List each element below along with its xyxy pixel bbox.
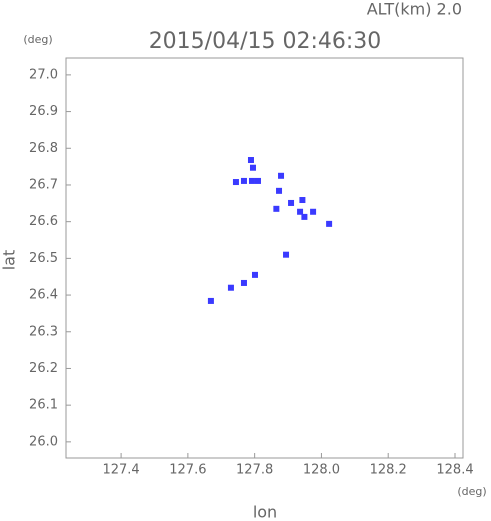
y-tick-label: 27.0 bbox=[29, 67, 58, 82]
y-tick-label: 26.3 bbox=[29, 324, 58, 339]
y-tick-label: 26.4 bbox=[29, 288, 58, 303]
x-tick-label: 127.6 bbox=[169, 463, 206, 478]
y-tick-label: 26.9 bbox=[29, 104, 58, 119]
x-tick-label: 128.2 bbox=[370, 463, 407, 478]
x-tick-label: 127.4 bbox=[102, 463, 139, 478]
plot-frame bbox=[65, 57, 464, 459]
echo-point bbox=[248, 177, 255, 184]
chart-title: 2015/04/15 02:46:30 bbox=[149, 29, 382, 54]
echo-point bbox=[240, 279, 247, 286]
y-unit: (deg) bbox=[23, 33, 52, 46]
y-tick-label: 26.6 bbox=[29, 214, 58, 229]
altitude-label: ALT(km) 2.0 bbox=[367, 0, 462, 19]
y-tick-label: 26.0 bbox=[29, 434, 58, 449]
y-tick-label: 26.5 bbox=[29, 251, 58, 266]
y-tick-label: 26.8 bbox=[29, 141, 58, 156]
echo-point bbox=[227, 284, 234, 291]
y-tick-label: 26.2 bbox=[29, 361, 58, 376]
echo-point bbox=[232, 179, 239, 186]
echo-point bbox=[278, 172, 285, 179]
y-tick-label: 26.7 bbox=[29, 177, 58, 192]
echo-point bbox=[251, 271, 258, 278]
echo-point bbox=[301, 213, 308, 220]
y-axis-label: lat bbox=[0, 250, 19, 271]
echo-point bbox=[273, 205, 280, 212]
echo-point bbox=[240, 177, 247, 184]
echo-point bbox=[254, 177, 261, 184]
echo-point bbox=[247, 157, 254, 164]
echo-point bbox=[299, 197, 306, 204]
x-tick-label: 128.0 bbox=[303, 463, 340, 478]
echo-point bbox=[207, 297, 214, 304]
echo-point bbox=[288, 199, 295, 206]
x-tick-label: 127.8 bbox=[236, 463, 273, 478]
echo-point bbox=[283, 251, 290, 258]
echo-point bbox=[249, 164, 256, 171]
echo-point bbox=[297, 208, 304, 215]
echo-point bbox=[326, 220, 333, 227]
x-tick-label: 128.4 bbox=[436, 463, 473, 478]
y-tick-label: 26.1 bbox=[29, 398, 58, 413]
echo-point bbox=[310, 208, 317, 215]
echo-point bbox=[276, 187, 283, 194]
x-unit: (deg) bbox=[457, 485, 486, 498]
x-axis-label: lon bbox=[253, 503, 277, 521]
